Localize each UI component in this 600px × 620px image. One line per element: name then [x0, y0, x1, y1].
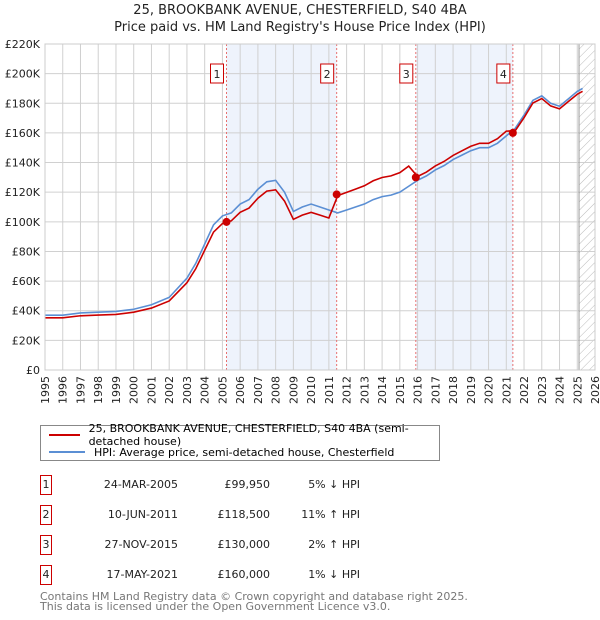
y-tick-label: £0: [26, 364, 40, 377]
sale-number-badge: 1: [40, 475, 52, 495]
x-tick-label: 2002: [163, 376, 176, 404]
sale-point: [411, 173, 420, 182]
hpi-line: [45, 87, 583, 316]
y-tick-label: £140K: [5, 157, 41, 170]
x-tick-label: 2019: [465, 376, 478, 404]
y-tick-label: £120K: [5, 186, 41, 199]
legend-label: 25, BROOKBANK AVENUE, CHESTERFIELD, S40 …: [88, 422, 409, 448]
forecast-hatch: [579, 44, 595, 370]
sale-price: £118,500: [217, 508, 271, 521]
table-row: 3 27-NOV-2015 £130,000 2% ↑ HPI: [40, 535, 480, 555]
x-tick-label: 2003: [181, 376, 194, 404]
legend-swatch-blue: [49, 451, 85, 453]
y-tick-label: £100K: [5, 216, 41, 229]
y-tick-label: £160K: [5, 127, 41, 140]
table-row: 2 10-JUN-2011 £118,500 11% ↑ HPI: [40, 505, 480, 525]
x-tick-label: 2009: [287, 376, 300, 404]
x-tick-label: 2013: [358, 376, 371, 404]
sale-number-badge: 4: [40, 565, 52, 585]
sale-hpi-diff: 1% ↓ HPI: [308, 568, 360, 581]
x-tick-label: 1998: [92, 376, 105, 404]
sale-date: 17-MAY-2021: [106, 568, 178, 581]
y-tick-label: £220K: [5, 38, 41, 51]
x-tick-label: 2000: [128, 376, 141, 404]
sale-number-badge: 2: [40, 505, 52, 525]
sale-date: 10-JUN-2011: [107, 508, 178, 521]
x-tick-label: 1995: [39, 376, 52, 404]
chart-subtitle: Price paid vs. HM Land Registry's House …: [114, 20, 486, 35]
y-tick-label: £60K: [12, 275, 41, 288]
price-chart: 1995 1996 1997 1998 1999 2000 2001 2002 2003 2004…: [5, 38, 600, 404]
chart-title: 25, BROOKBANK AVENUE, CHESTERFIELD, S40 …: [133, 3, 467, 18]
shaded-range: [415, 44, 513, 370]
legend: 25, BROOKBANK AVENUE, CHESTERFIELD, S40 …: [40, 422, 440, 461]
footer-copyright: Contains HM Land Registry data © Crown c…: [40, 590, 468, 603]
sale-label-box: [210, 63, 224, 84]
sale-hpi-diff: 11% ↑ HPI: [301, 508, 360, 521]
x-tick-label: 2014: [376, 376, 389, 404]
x-tick-label: 2026: [589, 376, 600, 404]
sale-label: 2: [324, 68, 331, 81]
sale-point: [222, 217, 231, 226]
sale-price: £160,000: [217, 568, 271, 581]
x-tick-label: 2010: [305, 376, 318, 404]
x-tick-label: 1996: [57, 376, 70, 404]
x-tick-label: 2016: [412, 376, 425, 404]
sale-label-box: [399, 63, 414, 84]
x-tick-label: 2012: [341, 376, 354, 404]
x-tick-label: 2004: [199, 376, 212, 404]
x-tick-label: 2021: [500, 376, 513, 404]
x-tick-label: 2025: [571, 376, 584, 404]
sale-date: 24-MAR-2005: [103, 478, 178, 491]
y-tick-label: £80K: [12, 245, 41, 258]
x-tick-label: 1997: [74, 376, 87, 404]
x-tick-label: 2018: [447, 376, 460, 404]
x-tick-label: 2006: [234, 376, 247, 404]
legend-swatch-red: [49, 434, 80, 436]
sale-price: £130,000: [217, 538, 271, 551]
x-tick-label: 2001: [145, 376, 158, 404]
sale-label: 3: [403, 68, 410, 81]
sale-price: £99,950: [224, 478, 271, 491]
y-tick-label: £180K: [5, 97, 41, 110]
property-price-line: [45, 90, 583, 319]
legend-item-property: 25, BROOKBANK AVENUE, CHESTERFIELD, S40 …: [49, 422, 439, 448]
sale-label: 1: [214, 68, 221, 81]
x-tick-label: 2024: [554, 376, 567, 404]
x-tick-label: 2015: [394, 376, 407, 404]
x-tick-label: 2022: [518, 376, 531, 404]
x-tick-label: 2020: [483, 376, 496, 404]
footer-licence: This data is licensed under the Open Gov…: [40, 600, 391, 613]
y-tick-label: £200K: [5, 68, 41, 81]
sale-number-badge: 3: [40, 535, 52, 555]
table-row: 1 24-MAR-2005 £99,950 5% ↓ HPI: [40, 475, 480, 495]
x-tick-label: 2005: [216, 376, 229, 404]
legend-label: HPI: Average price, semi-detached house,…: [94, 445, 395, 459]
y-tick-label: £40K: [12, 305, 41, 318]
sale-point: [508, 128, 517, 137]
plot-border: [44, 43, 596, 371]
sale-label-box: [496, 63, 511, 84]
y-tick-label: £20K: [12, 334, 41, 347]
x-tick-label: 2007: [252, 376, 265, 404]
x-tick-label: 2008: [270, 376, 283, 404]
sale-hpi-diff: 2% ↑ HPI: [308, 538, 360, 551]
sale-date: 27-NOV-2015: [104, 538, 178, 551]
x-tick-label: 2011: [323, 376, 336, 404]
sale-point: [332, 190, 341, 199]
x-tick-label: 2023: [536, 376, 549, 404]
sale-label-box: [320, 63, 335, 84]
table-row: 4 17-MAY-2021 £160,000 1% ↓ HPI: [40, 565, 480, 585]
x-tick-label: 1999: [110, 376, 123, 404]
legend-item-hpi: HPI: Average price, semi-detached house,…: [49, 444, 394, 460]
sale-label: 4: [500, 68, 507, 81]
sale-hpi-diff: 5% ↓ HPI: [308, 478, 360, 491]
x-tick-label: 2017: [429, 376, 442, 404]
